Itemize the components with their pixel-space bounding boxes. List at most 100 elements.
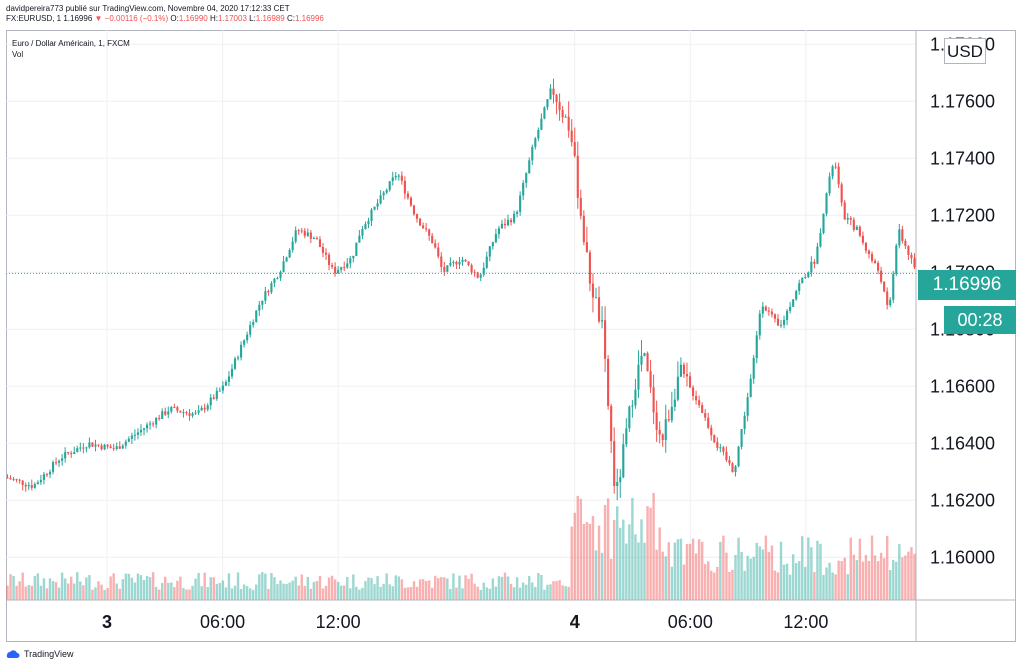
time-tick-label: 06:00 xyxy=(200,612,245,632)
currency-button[interactable]: USD xyxy=(944,38,986,64)
volume-bar xyxy=(525,584,528,600)
high-label: H: xyxy=(209,14,218,23)
volume-bar xyxy=(252,589,255,600)
volume-bar xyxy=(882,558,886,600)
candle-body xyxy=(67,452,70,454)
volume-bar xyxy=(776,572,780,600)
volume-bar xyxy=(661,551,664,600)
volume-bar xyxy=(710,570,713,600)
low-label: L: xyxy=(249,14,256,23)
candle-body xyxy=(600,320,604,322)
volume-bar xyxy=(239,589,243,600)
price-tick-label: 1.16400 xyxy=(930,433,995,453)
volume-bar xyxy=(546,584,549,600)
volume-bar xyxy=(479,589,482,600)
volume-bar xyxy=(622,519,625,600)
time-tick-label: 3 xyxy=(102,612,112,632)
volume-bar xyxy=(634,534,637,600)
candle-body xyxy=(130,435,133,439)
volume-bar xyxy=(473,583,476,600)
volume-bar xyxy=(898,544,901,600)
series-title[interactable]: Euro / Dollar Américain, 1, FXCM xyxy=(12,39,130,48)
volume-bar xyxy=(864,554,868,600)
candle-body xyxy=(746,397,749,416)
last-value: 1.16996 xyxy=(63,14,93,23)
volume-legend[interactable]: Vol xyxy=(12,50,24,59)
volume-bar xyxy=(876,561,880,600)
volume-bar xyxy=(191,585,194,600)
volume-bar xyxy=(294,576,297,600)
candle-body xyxy=(403,180,406,194)
volume-bar xyxy=(21,572,24,600)
volume-bar xyxy=(339,585,343,600)
volume-bar xyxy=(221,580,225,600)
volume-bar xyxy=(36,573,40,600)
candle-body xyxy=(103,444,106,450)
candle-body xyxy=(855,226,858,230)
candle-body xyxy=(422,225,425,229)
candle-body xyxy=(397,175,400,177)
candle-body xyxy=(525,173,528,184)
candle-body xyxy=(688,376,692,388)
volume-bar xyxy=(537,573,540,600)
volume-bar xyxy=(476,586,479,600)
volume-bar xyxy=(42,578,46,600)
volume-bar xyxy=(497,576,501,600)
candle-body xyxy=(540,118,543,130)
volume-bar xyxy=(279,580,282,600)
volume-bar xyxy=(9,574,12,600)
candle-body xyxy=(740,429,743,447)
volume-bar xyxy=(819,543,822,600)
candle-body xyxy=(42,474,45,480)
volume-bar xyxy=(813,572,816,600)
series-legend: Euro / Dollar Américain, 1, FXCM Vol xyxy=(12,38,130,60)
volume-bar xyxy=(264,573,267,600)
volume-bar xyxy=(63,578,67,600)
volume-bar xyxy=(76,572,79,600)
candle-body xyxy=(455,261,458,265)
time-tick-label: 12:00 xyxy=(316,612,361,632)
candle-body xyxy=(224,381,227,386)
candle-body xyxy=(124,441,127,446)
candle-body xyxy=(625,428,628,445)
candle-body xyxy=(679,364,682,377)
candle-body xyxy=(270,283,273,293)
volume-bar xyxy=(801,536,804,600)
volume-bar xyxy=(631,497,634,600)
candle-body xyxy=(880,270,883,282)
volume-bar xyxy=(773,570,777,600)
candle-body xyxy=(883,281,886,292)
candle-body xyxy=(585,242,588,253)
candle-body xyxy=(892,273,895,300)
volume-bar xyxy=(346,576,349,600)
candle-body xyxy=(476,272,479,278)
down-arrow-icon: ▼ xyxy=(94,14,103,23)
volume-bar xyxy=(57,587,61,600)
volume-bar xyxy=(161,582,164,600)
candle-body xyxy=(155,417,158,425)
volume-bar xyxy=(224,587,228,600)
volume-bar xyxy=(427,580,431,600)
candle-body xyxy=(437,247,440,257)
volume-bar xyxy=(288,582,291,600)
candle-body xyxy=(88,442,91,448)
volume-bar xyxy=(597,525,601,600)
volume-bar xyxy=(737,537,740,600)
volume-bar xyxy=(600,552,604,600)
footer-brand[interactable]: TradingView xyxy=(6,648,74,660)
candle-body xyxy=(51,462,55,472)
candle-body xyxy=(136,432,140,435)
volume-bar xyxy=(470,573,473,600)
candle-body xyxy=(664,419,667,441)
candle-body xyxy=(713,435,716,443)
volume-bar xyxy=(889,570,892,600)
candle-body xyxy=(825,193,828,214)
volume-bar xyxy=(455,587,458,600)
volume-bar xyxy=(424,580,428,600)
volume-bar xyxy=(606,498,610,600)
candle-body xyxy=(670,406,673,421)
volume-bar xyxy=(324,585,328,600)
volume-bar xyxy=(127,573,131,600)
volume-bar xyxy=(182,588,185,600)
